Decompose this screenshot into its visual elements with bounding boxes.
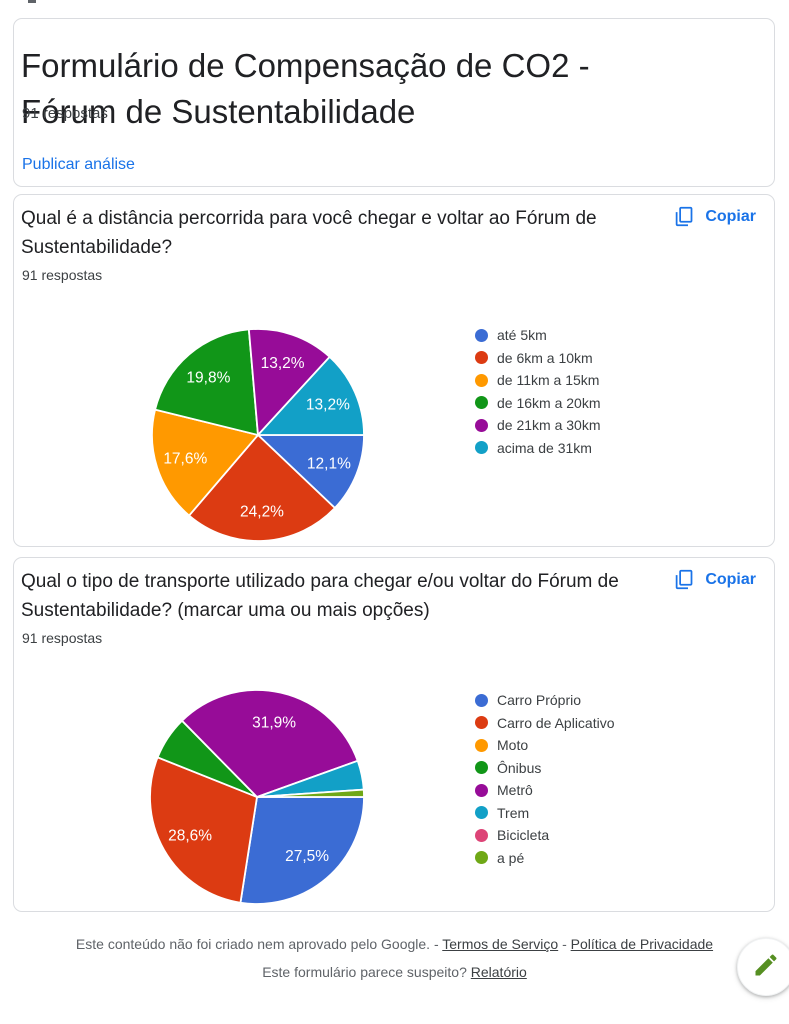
legend-item: Metrô (475, 779, 615, 802)
legend-item: de 21km a 30km (475, 414, 601, 437)
legend-dot (475, 418, 488, 432)
legend-dot (475, 351, 488, 365)
footer-separator: - (558, 936, 571, 952)
responses-count: 91 respostas (22, 267, 103, 283)
legend-dot (475, 396, 488, 410)
footer-report-text: Este formulário parece suspeito? (262, 964, 471, 980)
legend-dot (475, 738, 488, 752)
legend-transport: Carro Próprio Carro de Aplicativo Moto Ônib… (475, 689, 615, 869)
legend-label: até 5km (497, 327, 547, 344)
legend-label: de 11km a 15km (497, 372, 600, 389)
form-header-card: Formulário de Compensação de CO2 - Fórum… (13, 18, 775, 187)
svg-text:17,6%: 17,6% (163, 451, 207, 468)
footer-disclaimer: Este conteúdo não foi criado nem aprovad… (0, 936, 789, 953)
pie-chart-transport: 27,5% 28,6% 31,9% (149, 689, 365, 905)
legend-item: acima de 31km (475, 437, 601, 460)
legend-dot (475, 693, 488, 707)
legend-dot (475, 761, 488, 775)
legend-label: a pé (497, 849, 525, 866)
legend-dot (475, 806, 488, 820)
legend-item: Ônibus (475, 757, 615, 780)
question-card-transport: Qual o tipo de transporte utilizado para… (13, 557, 775, 912)
legend-item: Carro de Aplicativo (475, 712, 615, 735)
copy-icon (674, 206, 695, 227)
legend-label: Carro de Aplicativo (497, 714, 615, 731)
edit-fab[interactable] (737, 938, 789, 996)
copy-button[interactable]: Copiar (674, 569, 756, 590)
footer-disclaimer-text: Este conteúdo não foi criado nem aprovad… (75, 936, 443, 952)
form-title-line2: Fórum de Sustentabilidade (21, 93, 416, 131)
form-title: Formulário de Compensação de CO2 - Fórum… (21, 43, 590, 135)
legend-item: Bicicleta (475, 824, 615, 847)
privacy-policy-link[interactable]: Política de Privacidade (570, 936, 714, 952)
legend-label: Metrô (497, 782, 533, 799)
legend-dot (475, 783, 488, 797)
legend-dot (475, 828, 488, 842)
legend-item: Trem (475, 802, 615, 825)
legend-dot (475, 441, 488, 455)
footer-report: Este formulário parece suspeito? Relatór… (0, 964, 789, 981)
pencil-icon (752, 951, 780, 984)
legend-label: acima de 31km (497, 439, 592, 456)
copy-button-label: Copiar (705, 207, 756, 225)
svg-text:31,9%: 31,9% (252, 714, 296, 731)
svg-text:24,2%: 24,2% (240, 504, 284, 521)
copy-button[interactable]: Copiar (674, 206, 756, 227)
copy-button-label: Copiar (705, 570, 756, 588)
question-title: Qual é a distância percorrida para você … (21, 204, 597, 262)
legend-dot (475, 328, 488, 342)
legend-item: a pé (475, 847, 615, 870)
svg-text:28,6%: 28,6% (168, 828, 212, 845)
legend-item: Carro Próprio (475, 689, 615, 712)
legend-label: de 6km a 10km (497, 349, 593, 366)
legend-label: Carro Próprio (497, 692, 582, 709)
legend-item: até 5km (475, 324, 601, 347)
svg-text:12,1%: 12,1% (307, 456, 351, 473)
question-title-line2: Sustentabilidade? (21, 237, 173, 258)
form-title-line1: Formulário de Compensação de CO2 - (21, 47, 590, 85)
clipped-toolbar-fragment (28, 0, 36, 3)
question-title: Qual o tipo de transporte utilizado para… (21, 567, 619, 625)
legend-dot (475, 851, 488, 865)
copy-icon (674, 569, 695, 590)
legend-label: Moto (497, 737, 529, 754)
legend-distance: até 5km de 6km a 10km de 11km a 15km de 16k… (475, 324, 601, 459)
legend-label: Trem (497, 804, 530, 821)
question-title-line2: Sustentabilidade? (marcar uma ou mais op… (21, 600, 430, 621)
svg-text:19,8%: 19,8% (186, 369, 230, 386)
legend-dot (475, 373, 488, 387)
report-abuse-link[interactable]: Relatório (470, 964, 527, 980)
legend-label: Bicicleta (497, 827, 550, 844)
legend-item: de 6km a 10km (475, 347, 601, 370)
svg-text:13,2%: 13,2% (306, 397, 350, 414)
question-title-line1: Qual o tipo de transporte utilizado para… (21, 571, 619, 592)
footer: Este conteúdo não foi criado nem aprovad… (0, 936, 789, 981)
legend-label: Ônibus (497, 759, 542, 776)
terms-of-service-link[interactable]: Termos de Serviço (442, 936, 559, 952)
svg-text:27,5%: 27,5% (285, 848, 329, 865)
svg-text:13,2%: 13,2% (261, 355, 305, 372)
pie-chart-distance: 12,1% 24,2% 17,6% 19,8% 13,2% 13,2% (151, 328, 365, 542)
question-title-line1: Qual é a distância percorrida para você … (21, 208, 597, 229)
legend-item: de 16km a 20km (475, 392, 601, 415)
legend-label: de 16km a 20km (497, 394, 601, 411)
responses-count: 91 respostas (22, 630, 103, 646)
legend-label: de 21km a 30km (497, 417, 601, 434)
publish-analysis-link[interactable]: Publicar análise (22, 156, 135, 173)
question-card-distance: Qual é a distância percorrida para você … (13, 194, 775, 547)
legend-item: de 11km a 15km (475, 369, 601, 392)
legend-item: Moto (475, 734, 615, 757)
legend-dot (475, 716, 488, 730)
responses-count: 91 respostas (22, 105, 108, 122)
